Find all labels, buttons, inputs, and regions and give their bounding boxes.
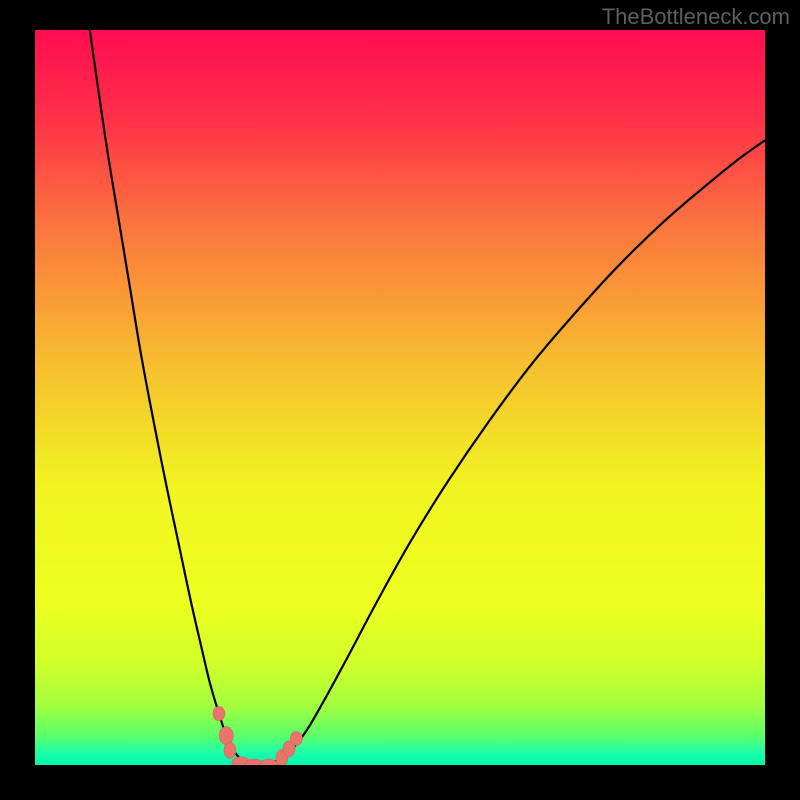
chart-background bbox=[35, 30, 765, 765]
chart-frame: TheBottleneck.com bbox=[0, 0, 800, 800]
watermark-text: TheBottleneck.com bbox=[602, 4, 790, 30]
bottleneck-marker bbox=[219, 727, 233, 745]
chart-area bbox=[35, 30, 765, 765]
bottleneck-marker bbox=[224, 742, 236, 758]
bottleneck-marker bbox=[213, 707, 225, 721]
chart-svg bbox=[35, 30, 765, 765]
bottleneck-marker bbox=[290, 732, 302, 746]
